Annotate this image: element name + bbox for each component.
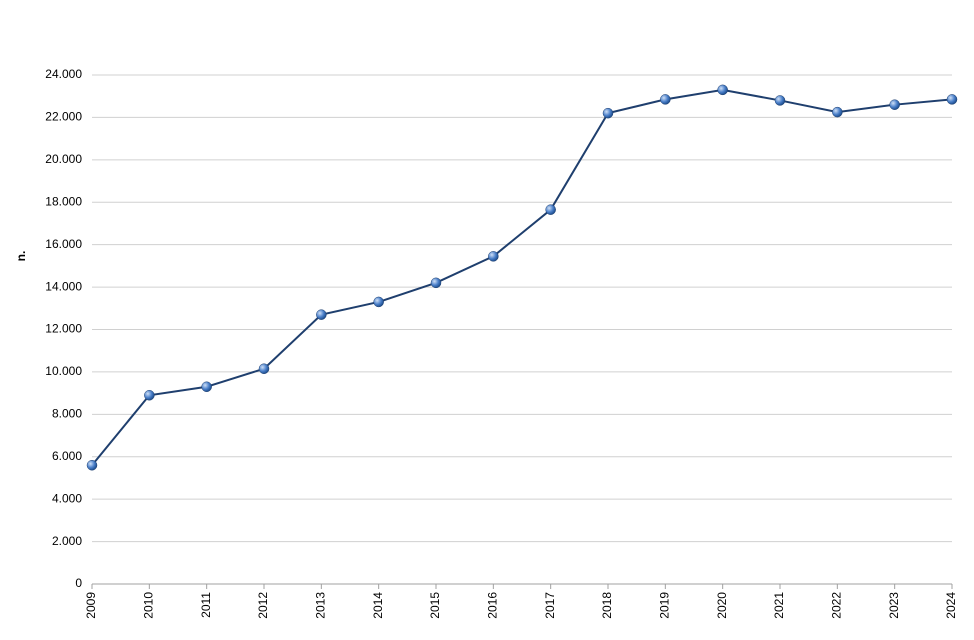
x-tick-label: 2013 — [314, 592, 328, 619]
y-tick-label: 14.000 — [45, 279, 82, 293]
data-point — [774, 95, 786, 106]
x-tick-label: 2009 — [84, 592, 98, 619]
x-tick-label: 2015 — [428, 592, 442, 619]
data-point — [144, 389, 155, 401]
y-tick-label: 2.000 — [52, 534, 82, 548]
x-tick-label: 2016 — [486, 592, 500, 619]
data-point — [946, 94, 958, 105]
y-tick-label: 6.000 — [52, 449, 82, 463]
y-tick-label: 4.000 — [52, 491, 82, 505]
data-point — [86, 459, 98, 471]
data-point — [488, 251, 499, 262]
y-tick-label: 20.000 — [45, 152, 82, 166]
y-axis-label: n. — [14, 251, 28, 262]
data-point — [602, 107, 614, 119]
series-line — [91, 88, 953, 466]
y-tick-label: 10.000 — [45, 364, 82, 378]
x-tick-label: 2010 — [142, 592, 156, 619]
y-tick-label: 24.000 — [45, 67, 82, 81]
x-tick-label: 2023 — [887, 592, 901, 619]
data-point — [258, 363, 270, 374]
x-tick-label: 2012 — [256, 592, 270, 619]
y-tick-label: 18.000 — [45, 194, 82, 208]
y-tick-label: 8.000 — [52, 407, 82, 421]
data-point — [832, 106, 843, 118]
x-tick-label: 2011 — [199, 592, 213, 618]
data-point — [201, 381, 212, 393]
data-point — [430, 277, 442, 289]
x-tick-label: 2018 — [600, 592, 614, 619]
x-tick-label: 2019 — [658, 592, 672, 619]
x-tick-label: 2014 — [371, 592, 385, 619]
x-tick-label: 2017 — [543, 592, 557, 619]
x-tick-label: 2021 — [772, 592, 786, 619]
x-tick-label: 2024 — [944, 592, 958, 619]
data-point — [545, 204, 556, 215]
x-tick-label: 2022 — [830, 592, 844, 619]
y-tick-label: 16.000 — [45, 237, 82, 251]
y-tick-label: 22.000 — [45, 110, 82, 124]
data-point — [660, 94, 671, 105]
y-tick-label: 12.000 — [45, 322, 82, 336]
y-tick-label: 0 — [75, 576, 82, 590]
x-tick-label: 2020 — [715, 592, 729, 619]
data-point — [316, 309, 327, 320]
data-point — [717, 84, 728, 96]
data-point — [889, 99, 900, 110]
data-point — [373, 296, 384, 308]
